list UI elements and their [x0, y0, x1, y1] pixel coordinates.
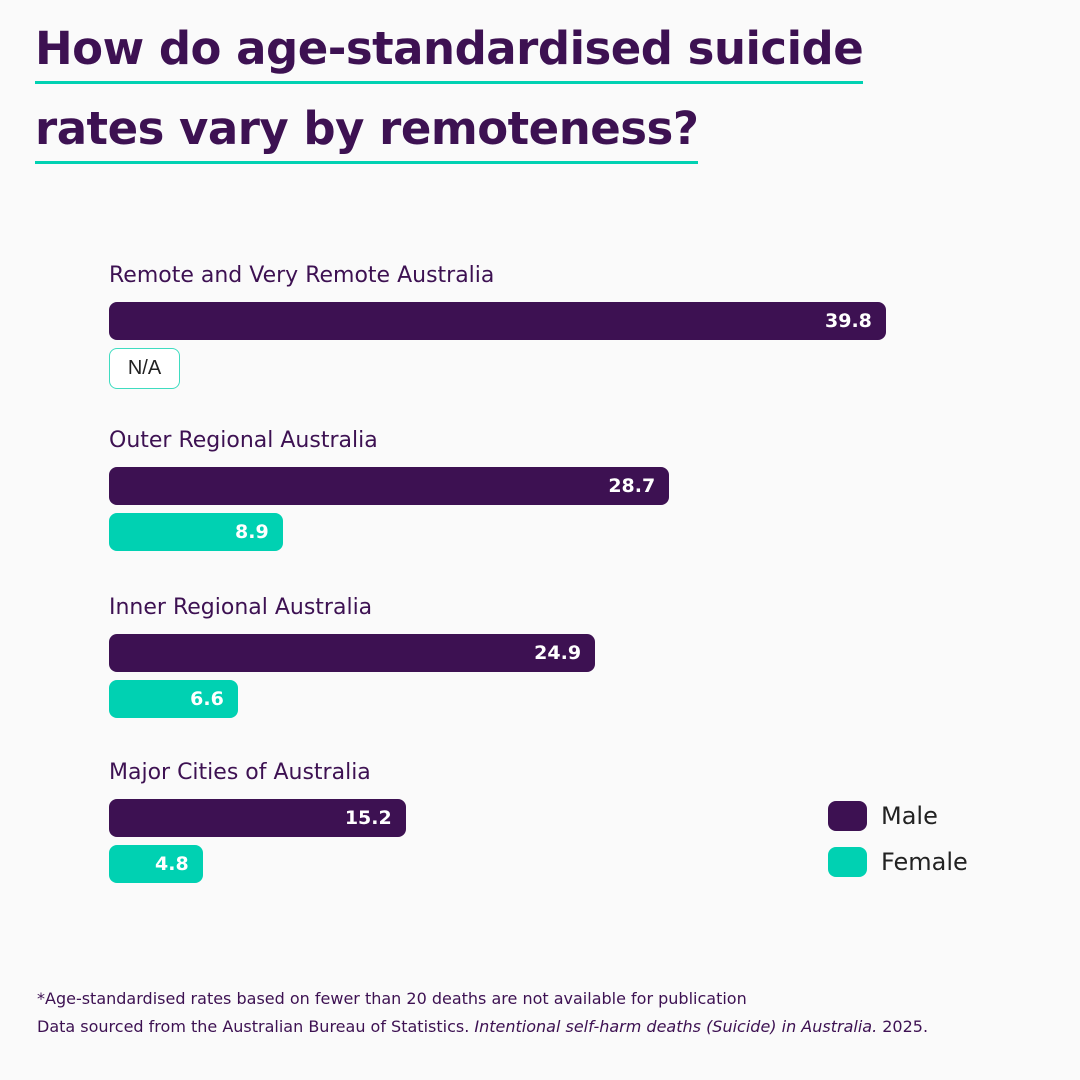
- bar-female: 4.8: [109, 845, 203, 883]
- legend-label-female: Female: [881, 848, 968, 876]
- source-title: Intentional self-harm deaths (Suicide) i…: [474, 1017, 878, 1036]
- legend-swatch-male: [828, 801, 867, 831]
- data-label: 39.8: [825, 310, 872, 332]
- bar-male: 24.9: [109, 634, 596, 672]
- bar-male: 39.8: [109, 302, 886, 340]
- bar-male: 28.7: [109, 467, 670, 505]
- bar-female-na: N/A: [109, 348, 180, 389]
- footnote: *Age-standardised rates based on fewer t…: [37, 989, 747, 1008]
- category-label: Outer Regional Australia: [109, 428, 378, 453]
- bar-female: 8.9: [109, 513, 283, 551]
- data-label: 24.9: [534, 642, 582, 664]
- bar-female: 6.6: [109, 680, 238, 718]
- chart-title-line-2: rates vary by remoteness?: [35, 102, 699, 164]
- data-label: 8.9: [235, 521, 269, 543]
- source-year: 2025.: [882, 1017, 929, 1036]
- data-label: N/A: [127, 357, 162, 379]
- source-prefix: Data sourced from the Australian Bureau …: [37, 1017, 470, 1036]
- data-label: 6.6: [190, 688, 224, 710]
- legend-label-male: Male: [881, 802, 938, 830]
- bar-male: 15.2: [109, 799, 406, 837]
- data-label: 28.7: [608, 475, 656, 497]
- data-label: 15.2: [344, 807, 392, 829]
- data-label: 4.8: [155, 853, 189, 875]
- category-label: Remote and Very Remote Australia: [109, 263, 495, 288]
- category-label: Major Cities of Australia: [109, 760, 371, 785]
- chart-title-line-1: How do age-standardised suicide: [35, 22, 864, 84]
- source-note: Data sourced from the Australian Bureau …: [37, 1017, 928, 1036]
- legend-swatch-female: [828, 847, 867, 877]
- category-label: Inner Regional Australia: [109, 595, 373, 620]
